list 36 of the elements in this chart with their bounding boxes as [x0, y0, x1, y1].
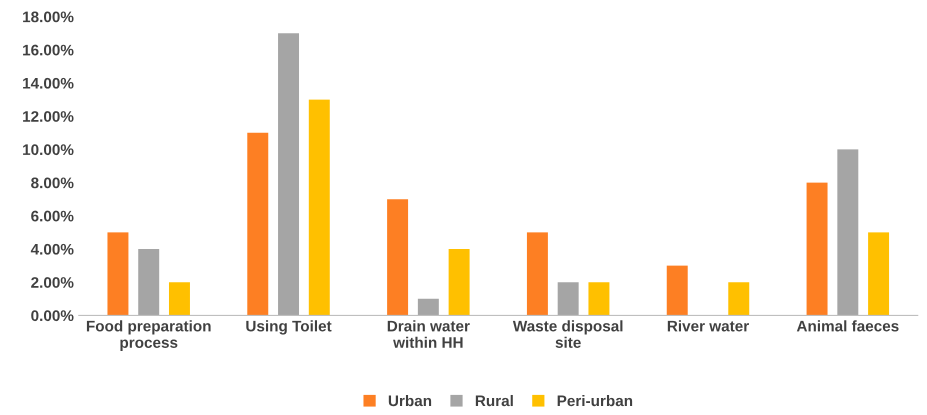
y-tick-label: 2.00% [31, 277, 74, 288]
bar [588, 282, 610, 316]
bar [308, 100, 330, 316]
bar [278, 33, 300, 316]
x-tick-label: Drain water within HH [388, 320, 470, 348]
bar [418, 298, 439, 316]
bar [247, 132, 268, 316]
y-tick-label: 16.00% [23, 44, 74, 56]
bar [168, 282, 190, 316]
y-tick-label: 10.00% [23, 144, 74, 156]
bar [558, 282, 579, 316]
bar [806, 182, 828, 316]
x-tick-label: Food preparation process [86, 320, 211, 351]
legend-label: Rural [476, 394, 513, 406]
bar [526, 232, 548, 316]
bar [107, 232, 128, 316]
y-tick-label: 18.00% [23, 11, 74, 22]
bar [666, 266, 688, 316]
bar [138, 249, 160, 316]
legend-label: Peri-urban [558, 394, 632, 406]
y-tick-label: 0.00% [31, 310, 74, 322]
y-tick-label: 12.00% [23, 111, 74, 122]
x-tick-label: River water [668, 320, 749, 332]
bar [868, 232, 890, 316]
bar [837, 149, 858, 316]
y-tick-label: 14.00% [23, 78, 74, 89]
bar [387, 199, 408, 316]
bar [728, 282, 750, 316]
y-tick-label: 8.00% [31, 177, 74, 188]
x-tick-label: Using Toilet [246, 320, 332, 335]
x-tick-label: Waste disposal site [512, 320, 622, 348]
legend-label: Urban [388, 394, 432, 406]
x-tick-label: Animal faeces [796, 320, 899, 332]
y-tick-label: 6.00% [31, 210, 74, 222]
bar [448, 249, 470, 316]
y-tick-label: 4.00% [30, 244, 74, 255]
